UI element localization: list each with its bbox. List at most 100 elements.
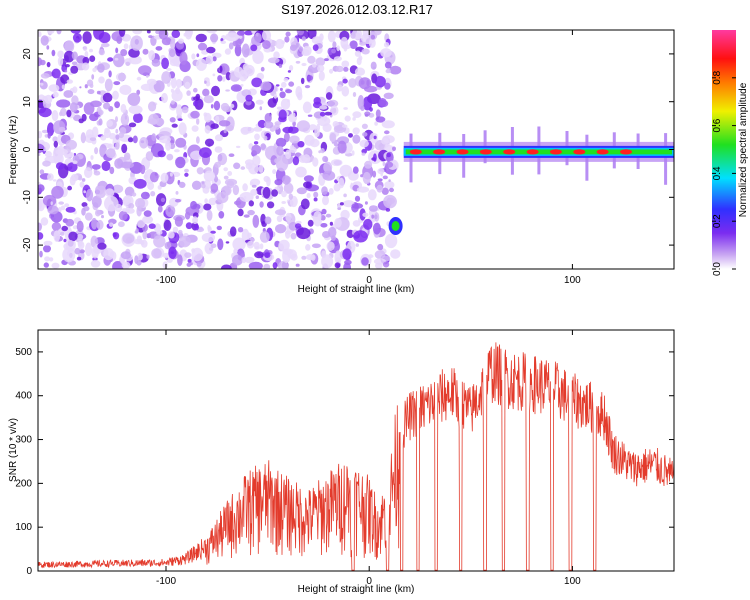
spectrogram-speckle [375,116,386,123]
spectrogram-speckle [160,172,169,183]
spectrogram-speckle [230,84,242,92]
spectrogram-speckle [263,121,274,129]
spectrogram-speckle [307,55,316,64]
spectrogram-speckle [374,212,380,222]
spectrogram-speckle [220,40,227,44]
spectrogram-speckle [240,126,255,134]
spectrogram-speckle [356,57,362,66]
spectrogram-speckle [43,240,53,246]
spectrogram-speckle [381,138,389,145]
spectrogram-speckle [155,46,163,51]
colorbar-tick-label: 0.2 [712,214,723,228]
spectrogram-speckle [255,99,264,105]
spectrogram-speckle [101,42,110,48]
spectrogram-speckle [341,60,350,68]
spectrogram-speckle [316,123,321,131]
spectrogram-speckle [134,255,139,264]
spectrogram-speckle [121,143,128,154]
spectrogram-speckle [218,211,225,219]
spectrogram-speckle [204,125,211,134]
spectrogram-speckle [383,92,394,100]
spectrogram-speckle [264,216,272,225]
spectrogram-speckle [119,84,132,95]
spectrogram-speckle [184,168,189,173]
spectrogram-speckle [217,75,223,82]
spectrogram-speckle [281,190,287,198]
spectrogram-speckle [373,258,387,265]
spectrogram-speckle [373,135,377,140]
spectrogram-speckle [232,40,239,47]
spectrogram-speckle [208,197,217,206]
spectrogram-speckle [122,208,128,212]
spectrogram-speckle [255,195,259,199]
spectrogram-speckle [58,201,64,205]
spectrogram-speckle [116,35,123,44]
spectrogram-speckle [210,33,219,43]
spectrogram-speckle [162,261,168,269]
spectrogram-speckle [85,242,92,257]
spectrogram-speckle [322,195,329,206]
spectrogram-speckle [149,171,159,183]
spectrogram-speckle [228,153,235,157]
tone-peak [620,149,632,155]
spectrogram-speckle [186,262,192,267]
spectrogram-speckle [225,241,230,244]
spectrogram-speckle [272,169,277,175]
spectrogram-speckle [327,47,333,56]
spectrogram-speckle [352,92,357,97]
spectrogram-speckle [383,42,390,48]
spectrogram-speckle [282,126,294,134]
spectrogram-speckle [276,215,283,223]
spectrogram-speckle [136,235,142,243]
spectrogram-speckle [352,117,356,121]
spectrogram-speckle [148,223,156,229]
spectrogram-speckle [203,95,214,104]
spectrogram-speckle [47,30,55,34]
spectrogram-speckle [52,136,58,143]
spectrogram-speckle [237,208,244,217]
spectrogram-speckle [362,132,368,137]
figure-title: S197.2026.012.03.12.R17 [281,2,433,17]
spectrogram-speckle [69,102,78,113]
spectrogram-speckle [276,106,283,110]
spectrogram-speckle [89,55,96,62]
spectrogram-speckle [261,30,272,41]
spectrogram-speckle [280,98,291,110]
spectrogram-speckle [362,212,369,217]
spectrogram-speckle [109,166,115,175]
spectrogram-speckle [70,30,82,34]
spectrogram-speckle [290,253,298,261]
spectrogram-speckle [38,57,43,67]
spectrogram-speckle [51,222,62,231]
spectrogram-speckle [288,81,295,87]
spectrogram-speckle [48,84,60,92]
spectrogram-speckle [260,143,267,151]
spectrogram-speckle [58,126,66,133]
spectrogram-speckle [384,181,395,189]
spectrogram-speckle [161,92,168,104]
spectrogram-speckle [191,53,196,60]
colorbar-tick-label: 0.0 [712,262,723,276]
spectrogram-speckle [38,184,45,192]
spectrogram-speckle [136,76,142,81]
spectrogram-speckle [389,187,394,193]
spectrogram-speckle [354,50,361,57]
spectrogram-speckle [241,228,250,244]
spectrogram-speckle [123,43,129,50]
spectrogram-speckle [146,78,157,86]
spectrogram-speckle [342,78,348,84]
spectrogram-speckle [300,77,305,85]
spectrogram-speckle [212,73,216,77]
spectrogram-speckle [38,107,52,118]
spectrogram-speckle [104,195,119,212]
spectrogram-speckle [83,205,90,212]
spectrogram-speckle [248,200,254,207]
spectrogram-speckle [60,205,66,211]
spectrogram-speckle [61,84,66,90]
spectrogram-speckle [367,254,374,259]
spectrogram-speckle [253,141,259,145]
spectrogram-speckle [339,202,344,206]
x-tick-label: 100 [564,576,581,587]
spectrogram-speckle [225,89,230,92]
spectrogram-speckle [63,90,74,98]
